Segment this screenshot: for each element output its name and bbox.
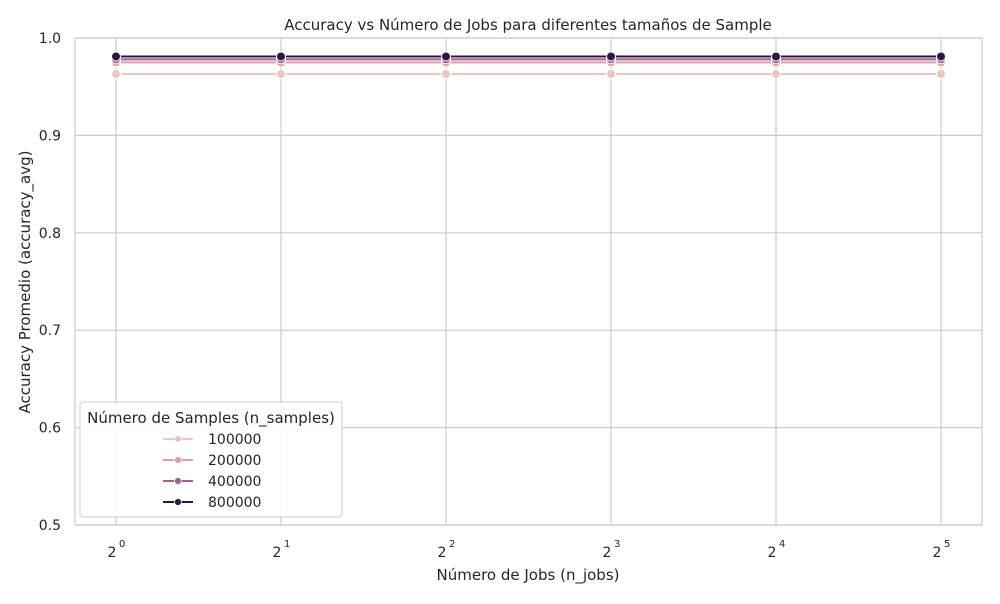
x-axis-label: Número de Jobs (n_jobs): [437, 566, 620, 585]
legend-item: 800000: [163, 495, 261, 511]
legend-title: Número de Samples (n_samples): [87, 409, 335, 428]
data-point: [936, 51, 946, 62]
legend-item: 200000: [163, 453, 261, 469]
series-800000: [111, 51, 946, 62]
x-tick-label: 2: [933, 545, 942, 561]
data-point: [111, 69, 121, 80]
x-tick-label: 2: [768, 545, 777, 561]
data-point: [111, 51, 121, 62]
legend-item: 100000: [163, 432, 261, 448]
x-tick-label: 2: [108, 545, 117, 561]
y-tick-label: 0.7: [39, 323, 61, 339]
data-point: [606, 51, 616, 62]
data-point: [276, 51, 286, 62]
legend-swatch-marker: [174, 435, 182, 443]
x-tick-exponent: 0: [119, 539, 125, 550]
x-tick-exponent: 4: [779, 539, 785, 550]
data-point: [606, 69, 616, 80]
data-point: [771, 51, 781, 62]
x-tick-exponent: 3: [614, 539, 620, 550]
data-point: [771, 69, 781, 80]
x-tick-exponent: 2: [449, 539, 455, 550]
chart-title: Accuracy vs Número de Jobs para diferent…: [284, 16, 772, 34]
y-axis-label: Accuracy Promedio (accuracy_avg): [16, 151, 35, 414]
legend-label: 400000: [208, 474, 261, 490]
legend-label: 100000: [208, 432, 261, 448]
legend-label: 200000: [208, 453, 261, 469]
data-point: [276, 69, 286, 80]
data-point: [441, 51, 451, 62]
legend-label: 800000: [208, 495, 261, 511]
y-tick-label: 0.8: [39, 226, 61, 242]
legend-swatch-marker: [174, 498, 182, 506]
x-tick-exponent: 5: [944, 539, 950, 550]
y-tick-label: 0.9: [39, 128, 61, 144]
x-tick-label: 2: [438, 545, 447, 561]
legend-swatch-marker: [174, 477, 182, 485]
y-tick-label: 1.0: [39, 31, 61, 47]
data-point: [936, 69, 946, 80]
legend-box: [79, 401, 343, 518]
x-tick-label: 2: [273, 545, 282, 561]
y-tick-label: 0.5: [39, 518, 61, 534]
data-point: [441, 69, 451, 80]
legend: Número de Samples (n_samples) 100000 20000…: [79, 401, 343, 518]
x-tick-label: 2: [603, 545, 612, 561]
grid: [74, 37, 983, 526]
y-tick-label: 0.6: [39, 421, 61, 437]
series-lines: [111, 51, 946, 80]
legend-item: 400000: [163, 474, 261, 490]
series-100000: [111, 69, 946, 80]
legend-swatch-marker: [174, 456, 182, 464]
x-tick-exponent: 1: [284, 539, 290, 550]
